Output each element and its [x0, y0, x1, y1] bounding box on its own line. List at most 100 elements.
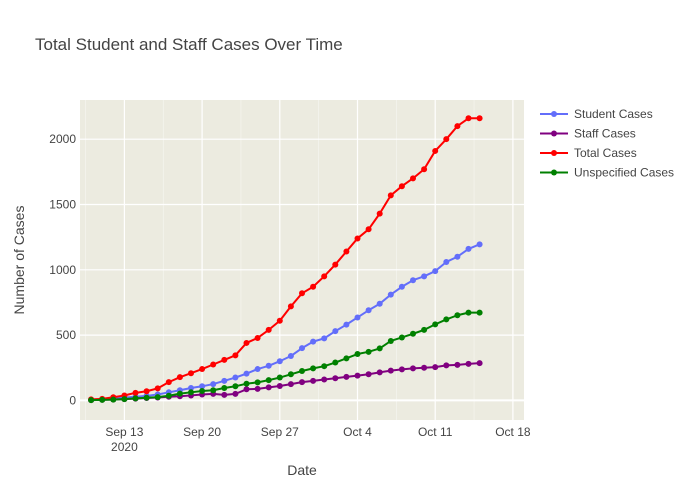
data-point-total-cases	[199, 366, 206, 373]
data-point-total-cases	[321, 273, 328, 280]
y-tick-label: 0	[69, 393, 76, 407]
data-point-unspecified-cases	[299, 368, 305, 375]
legend[interactable]: Student Cases Staff Cases Total Cases Unspe…	[540, 107, 674, 180]
data-point-student-cases	[232, 374, 239, 381]
data-point-total-cases	[387, 192, 394, 199]
legend-swatch-marker	[551, 130, 557, 137]
legend-item-total-cases[interactable]: Total Cases	[540, 146, 637, 160]
legend-label: Staff Cases	[574, 127, 636, 141]
data-point-unspecified-cases	[165, 392, 172, 399]
data-point-total-cases	[332, 261, 339, 268]
chart-title: Total Student and Staff Cases Over Time	[35, 35, 343, 54]
legend-swatch-marker	[551, 169, 557, 176]
data-point-total-cases	[410, 175, 416, 182]
data-point-staff-cases	[321, 376, 328, 383]
data-point-staff-cases	[232, 390, 239, 397]
data-point-unspecified-cases	[154, 394, 161, 401]
data-point-student-cases	[254, 366, 261, 373]
data-point-total-cases	[176, 374, 183, 381]
data-point-staff-cases	[465, 360, 472, 367]
data-point-staff-cases	[421, 364, 428, 371]
data-point-unspecified-cases	[476, 309, 483, 316]
legend-item-staff-cases[interactable]: Staff Cases	[540, 127, 636, 141]
data-point-total-cases	[210, 361, 217, 368]
data-point-student-cases	[443, 258, 450, 265]
data-point-total-cases	[265, 326, 272, 333]
data-point-unspecified-cases	[465, 309, 472, 316]
data-point-total-cases	[154, 385, 161, 392]
data-point-total-cases	[365, 226, 372, 233]
y-axis-title: Number of Cases	[11, 206, 27, 315]
data-point-total-cases	[398, 183, 405, 190]
data-point-staff-cases	[254, 385, 261, 392]
data-point-unspecified-cases	[276, 374, 283, 381]
data-point-staff-cases	[432, 364, 439, 371]
data-point-unspecified-cases	[287, 371, 294, 378]
data-point-unspecified-cases	[432, 321, 439, 328]
data-point-unspecified-cases	[88, 397, 95, 404]
data-point-student-cases	[287, 353, 294, 359]
x-tick-label: Oct 18	[495, 425, 531, 439]
data-point-total-cases	[132, 389, 139, 396]
y-tick-label: 1000	[49, 263, 76, 277]
data-point-unspecified-cases	[188, 389, 194, 396]
data-point-staff-cases	[454, 361, 461, 368]
data-point-unspecified-cases	[143, 394, 150, 401]
data-point-total-cases	[165, 379, 172, 386]
data-point-total-cases	[354, 235, 361, 242]
data-point-unspecified-cases	[443, 316, 450, 323]
data-point-staff-cases	[365, 371, 372, 378]
data-point-staff-cases	[287, 381, 294, 388]
legend-item-student-cases[interactable]: Student Cases	[540, 107, 653, 121]
data-point-student-cases	[365, 307, 372, 314]
data-point-student-cases	[387, 291, 394, 298]
data-point-staff-cases	[476, 360, 483, 367]
data-point-student-cases	[332, 328, 339, 335]
series-unspecified-cases	[88, 309, 483, 404]
data-point-unspecified-cases	[221, 385, 228, 391]
data-point-total-cases	[143, 388, 150, 395]
legend-label: Unspecified Cases	[574, 166, 674, 180]
data-point-unspecified-cases	[99, 396, 106, 403]
data-point-total-cases	[465, 115, 472, 122]
data-point-unspecified-cases	[354, 351, 361, 358]
data-point-staff-cases	[354, 372, 361, 379]
data-point-staff-cases	[310, 377, 317, 384]
data-point-unspecified-cases	[121, 396, 128, 403]
legend-item-unspecified-cases[interactable]: Unspecified Cases	[540, 166, 674, 180]
data-point-staff-cases	[299, 379, 305, 386]
data-point-student-cases	[410, 277, 416, 284]
data-point-total-cases	[221, 356, 228, 363]
data-point-student-cases	[210, 381, 217, 388]
data-point-unspecified-cases	[387, 337, 394, 344]
data-point-staff-cases	[276, 383, 283, 390]
data-point-unspecified-cases	[421, 326, 428, 333]
data-point-unspecified-cases	[376, 345, 383, 352]
data-point-staff-cases	[398, 366, 405, 373]
data-point-unspecified-cases	[210, 387, 217, 394]
data-point-student-cases	[454, 253, 461, 260]
data-point-student-cases	[321, 335, 328, 342]
data-point-student-cases	[199, 383, 206, 390]
data-point-student-cases	[476, 241, 483, 248]
data-point-total-cases	[432, 147, 439, 154]
data-point-student-cases	[310, 338, 317, 345]
data-point-staff-cases	[410, 365, 416, 372]
data-point-total-cases	[243, 339, 250, 346]
data-point-student-cases	[376, 300, 383, 307]
data-point-unspecified-cases	[310, 365, 317, 372]
data-point-student-cases	[343, 321, 350, 328]
data-point-student-cases	[188, 385, 194, 391]
y-tick-label: 1500	[49, 197, 76, 211]
y-tick-label: 500	[56, 328, 76, 342]
data-point-unspecified-cases	[243, 380, 250, 387]
x-tick-label: Sep 20	[183, 425, 221, 439]
series-lines	[88, 115, 483, 404]
data-point-student-cases	[432, 268, 439, 275]
data-point-staff-cases	[332, 375, 339, 382]
legend-swatch-marker	[551, 150, 557, 156]
legend-label: Total Cases	[574, 146, 637, 160]
data-point-total-cases	[310, 283, 317, 290]
